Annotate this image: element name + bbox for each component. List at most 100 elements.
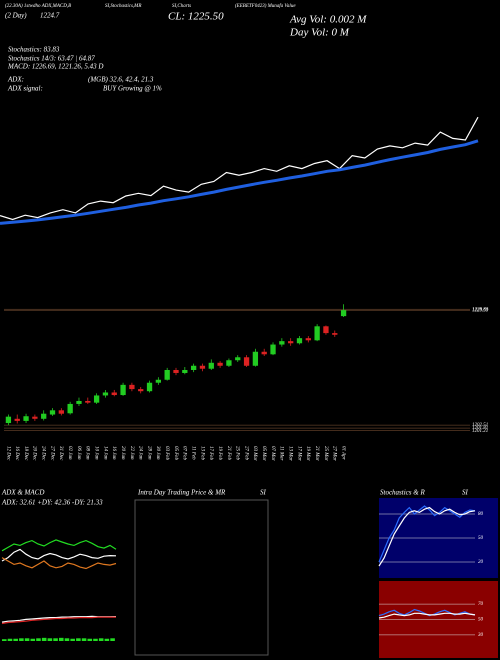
histogram-bar (64, 638, 70, 641)
candle-body (85, 400, 91, 403)
candle-body (288, 341, 294, 344)
candle-body (190, 365, 197, 370)
x-tick-label: 24 Dec (41, 446, 46, 461)
x-tick-label: 07 Mar (270, 446, 275, 461)
histogram-bar (24, 638, 30, 641)
x-tick-label: 12 Dec (5, 446, 10, 461)
candle-body (208, 362, 214, 369)
histogram-bar (59, 637, 64, 641)
candle-body (5, 416, 12, 424)
candle-body (58, 410, 64, 414)
histogram-bar (70, 638, 75, 641)
candle-body (93, 395, 100, 403)
candle-body (129, 384, 135, 390)
x-tick-label: 01 Apr (340, 446, 345, 460)
x-tick-label: 19 Mar (305, 446, 310, 461)
series-line (1, 539, 117, 552)
candle-body (235, 357, 241, 361)
histogram-bar (19, 638, 24, 641)
histogram-bar (13, 638, 18, 641)
x-tick-label: 25 Mar (323, 446, 328, 461)
histogram-bar (98, 638, 104, 641)
x-tick-label: 27 Dec (49, 446, 54, 461)
candle-body (323, 326, 329, 334)
candle-body (23, 416, 29, 421)
x-tick-label: 17 Mar (296, 446, 301, 461)
x-tick-label: 16 Dec (14, 446, 19, 461)
candle-body (182, 370, 188, 373)
y-tick-label: 1229.83 (472, 307, 489, 312)
x-tick-label: 21 Feb (226, 446, 231, 461)
x-tick-label: 02 Jan (67, 446, 72, 460)
header-close: CL: 1225.50 (168, 11, 224, 23)
y-tick-label: 1229.59 (472, 308, 489, 313)
series-line (1, 548, 117, 562)
histogram-bar (47, 638, 53, 641)
x-tick-label: 06 Jan (76, 446, 81, 460)
x-tick-label: 13 Mar (288, 446, 293, 461)
candle-body (164, 370, 170, 380)
candle-body (226, 360, 232, 366)
header-stochastics-14-3: Stochastics 14/3: 63.47 | 64.87 (8, 55, 95, 63)
x-tick-label: 03 Mar (252, 446, 257, 461)
x-tick-label: 19 Feb (217, 446, 222, 461)
candle-body (32, 416, 38, 419)
histogram-bar (7, 638, 13, 641)
histogram-bar (53, 638, 58, 641)
x-tick-label: 31 Dec (58, 446, 63, 461)
x-tick-label: 18 Dec (23, 446, 28, 461)
histogram-bar (81, 638, 87, 641)
series-line (378, 506, 476, 567)
candle-body (332, 333, 338, 335)
candle-body (217, 362, 223, 366)
x-tick-label: 27 Feb (243, 446, 248, 461)
candle-body (111, 392, 117, 396)
header-stochastics: Stochastics: 83.83 (8, 46, 60, 54)
candle-body (146, 382, 153, 392)
x-tick-label: 30 Jan (155, 446, 160, 460)
header-day-price: 1224.7 (40, 12, 60, 20)
candle-body (243, 357, 250, 366)
x-tick-label: 08 Jan (85, 446, 90, 460)
header-period: (2 Day) (5, 12, 27, 20)
y-tick-label: 20 (478, 560, 484, 565)
candle-body (155, 379, 162, 383)
header-day-vol: Day Vol: 0 M (289, 27, 350, 39)
y-tick-label: 50 (478, 618, 484, 623)
header-indicators: SI,Charts (172, 4, 191, 9)
header-macd: MACD: 1226.69, 1221.26, 5.43 D (7, 63, 103, 71)
candle-body (296, 338, 303, 344)
x-tick-label: 27 Mar (332, 446, 337, 461)
x-tick-label: 11 Mar (279, 446, 284, 461)
y-tick-label: 1201.21 (472, 429, 488, 434)
series-line (1, 616, 116, 625)
panel-title: Intra Day Trading Price & MR (137, 489, 226, 497)
histogram-bar (104, 638, 110, 641)
x-tick-label: 05 Mar (261, 446, 266, 461)
x-tick-label: 13 Feb (199, 446, 204, 461)
series-line (0, 116, 479, 221)
x-tick-label: 20 Dec (32, 446, 37, 461)
y-tick-label: 80 (478, 512, 484, 517)
histogram-bar (41, 637, 47, 641)
candle-body (138, 389, 144, 392)
candle-body (270, 344, 276, 355)
header-adx-signal: BUY Growing @ 1% (103, 85, 162, 93)
header-name: (22.30A) 1stwdho ADX,MACD,B (5, 4, 71, 9)
histogram-bar (93, 638, 98, 641)
y-tick-label: 30 (478, 633, 484, 638)
candle-body (252, 351, 259, 366)
panel-title: Stochastics & R (380, 489, 425, 497)
histogram-bar (87, 638, 93, 641)
header-adx-label: ADX: (7, 76, 24, 84)
x-tick-label: 16 Jan (111, 446, 116, 460)
y-tick-label: 1202.51 (472, 423, 488, 428)
x-tick-label: 03 Feb (164, 446, 169, 461)
x-tick-label: 25 Feb (235, 446, 240, 461)
x-tick-label: 24 Jan (138, 446, 143, 460)
candle-body (41, 413, 47, 419)
candle-body (67, 403, 73, 414)
panel-title: ADX & MACD (1, 489, 44, 497)
y-tick-label: 1201.81 (472, 426, 488, 431)
